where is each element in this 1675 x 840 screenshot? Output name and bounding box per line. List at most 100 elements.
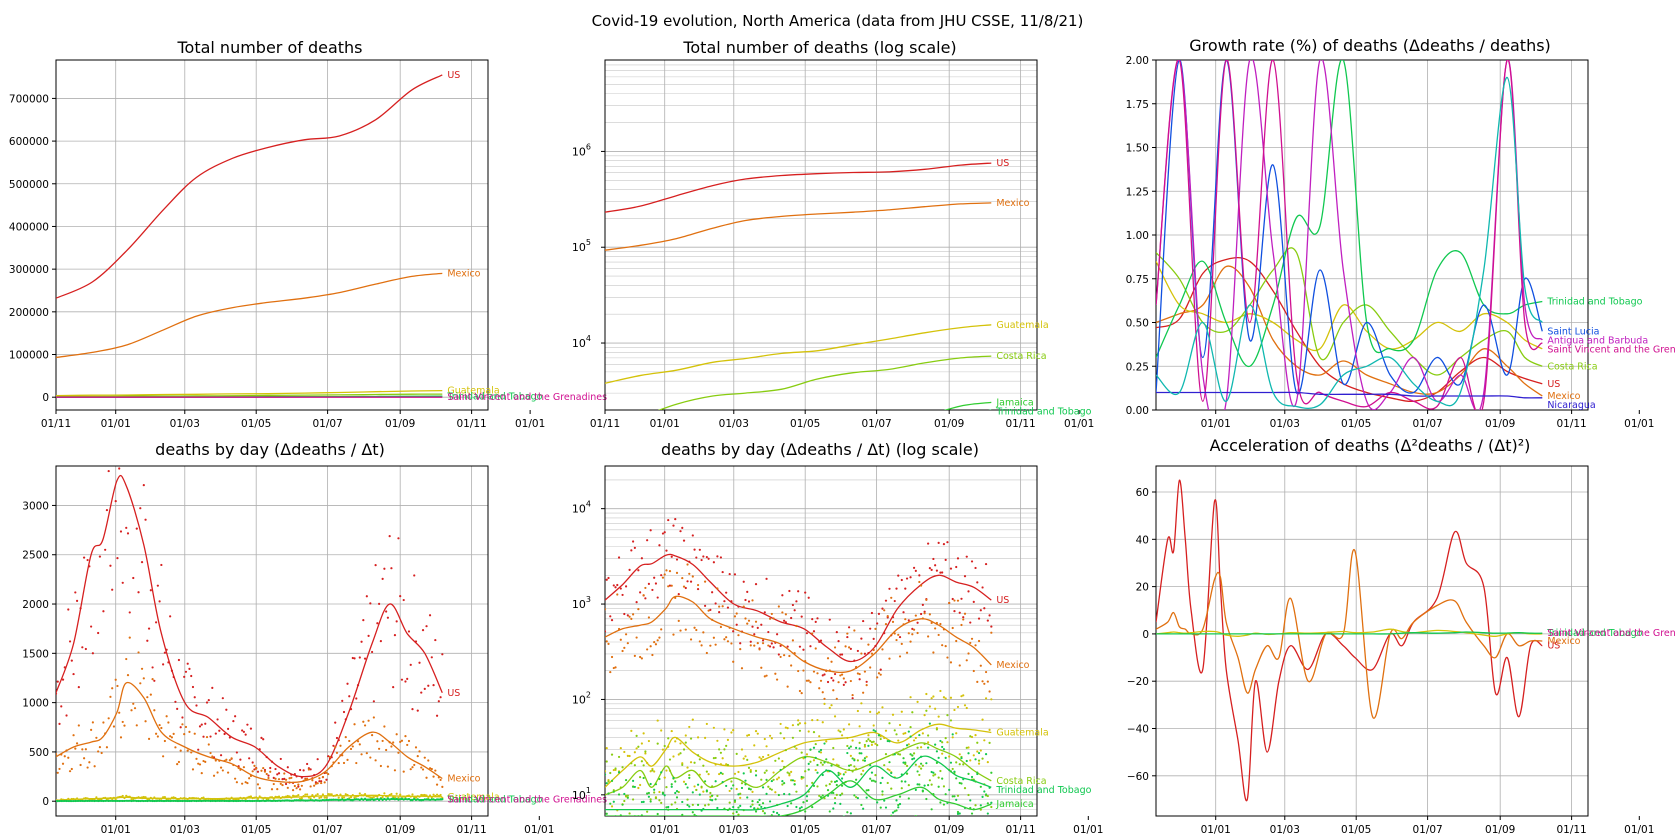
scatter-point [372, 795, 375, 799]
series-line-us [56, 474, 443, 778]
scatter-point [974, 734, 977, 737]
scatter-point [688, 805, 691, 808]
scatter-point [651, 653, 654, 657]
scatter-point [775, 678, 779, 681]
panel-title-daily-text: deaths by day (Δdeaths / Δt) [155, 440, 385, 459]
scatter-point [125, 657, 128, 661]
scatter-point [781, 783, 784, 786]
scatter-point [109, 564, 112, 567]
scatter-point [374, 564, 377, 567]
scatter-point [363, 792, 367, 796]
chart-totallog: 01/11 01/01 01/03 01/05 01/07 01/09 01/11 01/01… [572, 59, 1094, 430]
scatter-point [663, 744, 666, 748]
xtick-label-accel: 01/11 [1556, 824, 1586, 836]
scatter-point [768, 645, 772, 648]
scatter-point [928, 779, 931, 782]
scatter-point [832, 791, 835, 795]
scatter-point [770, 814, 773, 816]
scatter-point [842, 728, 845, 731]
end-label-dailylog: Jamaica [995, 799, 1033, 810]
scatter-point [953, 795, 956, 798]
scatter-point [255, 767, 258, 770]
end-label-daily: Guatemala [447, 792, 499, 803]
scatter-point [686, 786, 689, 789]
scatter-point [700, 558, 703, 562]
scatter-point [837, 729, 840, 732]
scatter-point [249, 727, 253, 730]
scatter-point [358, 792, 361, 795]
scatter-point [934, 773, 937, 776]
scatter-point [165, 715, 168, 718]
scatter-point [830, 660, 833, 663]
scatter-point [718, 748, 721, 751]
scatter-point [221, 769, 224, 772]
ytick-label-daily: 0 [42, 796, 49, 808]
scatter-point [306, 762, 309, 766]
scatter-point [207, 699, 210, 702]
scatter-point [768, 617, 772, 620]
scatter-point [653, 791, 656, 794]
scatter-point [314, 781, 318, 784]
scatter-point [402, 598, 405, 602]
scatter-point [370, 733, 374, 737]
scatter-point [276, 787, 279, 791]
scatter-point [228, 759, 231, 762]
scatter-point [732, 805, 735, 809]
end-label-growth: Antigua and Barbuda [1547, 335, 1648, 346]
scatter-point [969, 759, 972, 762]
scatter-point [372, 700, 375, 703]
scatter-point [414, 796, 418, 799]
scatter-point [295, 787, 298, 790]
scatter-point [679, 530, 682, 533]
scatter-point [665, 806, 668, 809]
scatter-point [711, 799, 714, 802]
scatter-point [884, 623, 888, 626]
scatter-point [81, 646, 84, 649]
scatter-point [616, 817, 618, 819]
scatter-point [205, 735, 209, 739]
scatter-point [818, 735, 821, 738]
scatter-point [693, 626, 696, 629]
scatter-point [617, 755, 621, 759]
scatter-point [832, 807, 835, 810]
scatter-point [765, 778, 768, 782]
xtick-label-accel: 01/01 [1201, 824, 1231, 836]
scatter-point [660, 574, 663, 577]
scatter-point [746, 622, 749, 625]
xtick-label-totallog: 01/11 [590, 418, 620, 430]
series-line-guatemala [56, 794, 443, 801]
scatter-point [395, 733, 398, 736]
series-line-costa-rica [1156, 247, 1543, 376]
scatter-point [98, 555, 102, 558]
scatter-point [977, 617, 981, 620]
scatter-point [432, 775, 435, 778]
scatter-point [226, 727, 230, 730]
scatter-point [346, 682, 349, 685]
scatter-point [870, 652, 874, 655]
scatter-point [630, 617, 633, 620]
scatter-point [800, 691, 803, 695]
scatter-point [386, 616, 390, 619]
scatter-point [865, 789, 868, 792]
scatter-point [626, 796, 629, 799]
scatter-point [209, 735, 212, 738]
scatter-point [186, 662, 189, 665]
scatter-point [660, 628, 663, 631]
scatter-point [972, 600, 975, 603]
scatter-point [609, 615, 612, 618]
scatter-point [672, 524, 675, 527]
scatter-point [718, 772, 721, 776]
scatter-point [258, 795, 261, 798]
scatter-point [369, 796, 372, 799]
scatter-point [86, 766, 89, 769]
scatter-point [895, 733, 898, 736]
scatter-point [397, 537, 400, 540]
scatter-point [190, 751, 193, 754]
scatter-point [132, 702, 135, 705]
scatter-point [761, 802, 765, 805]
xtick-label-total: 01/11 [41, 418, 71, 430]
scatter-point [423, 793, 426, 797]
scatter-point [955, 732, 958, 735]
scatter-point [302, 769, 305, 772]
scatter-point [795, 600, 798, 603]
